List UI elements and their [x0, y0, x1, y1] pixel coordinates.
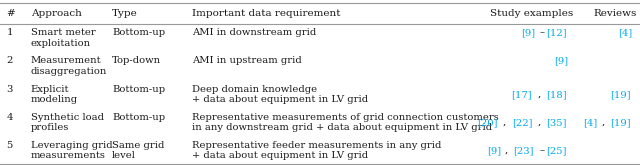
Text: modeling: modeling: [31, 95, 78, 104]
Text: Smart meter: Smart meter: [31, 28, 95, 37]
Text: [4]: [4]: [618, 28, 633, 37]
Text: Important data requirement: Important data requirement: [192, 9, 340, 18]
Text: Representative measurements of grid connection customers: Representative measurements of grid conn…: [192, 113, 499, 122]
Text: ,: ,: [538, 90, 545, 99]
Text: level: level: [112, 151, 136, 160]
Text: #: #: [6, 9, 15, 18]
Text: [22]: [22]: [511, 118, 532, 127]
Text: Same grid: Same grid: [112, 141, 164, 150]
Text: disaggregation: disaggregation: [31, 67, 107, 76]
Text: profiles: profiles: [31, 123, 69, 132]
Text: 1: 1: [6, 28, 13, 37]
Text: ,: ,: [602, 118, 609, 127]
Text: Type: Type: [112, 9, 138, 18]
Text: AMI in upstream grid: AMI in upstream grid: [192, 56, 301, 66]
Text: Reviews: Reviews: [593, 9, 637, 18]
Text: exploitation: exploitation: [31, 39, 91, 48]
Text: [9]: [9]: [522, 28, 536, 37]
Text: Bottom-up: Bottom-up: [112, 84, 165, 94]
Text: Study examples: Study examples: [490, 9, 573, 18]
Text: AMI in downstream grid: AMI in downstream grid: [192, 28, 316, 37]
Text: 2: 2: [6, 56, 13, 66]
Text: ,: ,: [504, 118, 510, 127]
Text: [18]: [18]: [546, 90, 567, 99]
Text: [19]: [19]: [610, 118, 631, 127]
Text: Bottom-up: Bottom-up: [112, 113, 165, 122]
Text: –: –: [540, 146, 545, 155]
Text: Synthetic load: Synthetic load: [31, 113, 104, 122]
Text: [23]: [23]: [513, 146, 534, 155]
Text: Explicit: Explicit: [31, 84, 69, 94]
Text: + data about equipment in LV grid: + data about equipment in LV grid: [192, 95, 368, 104]
Text: [25]: [25]: [547, 146, 567, 155]
Text: Deep domain knowledge: Deep domain knowledge: [192, 84, 317, 94]
Text: Representative feeder measurements in any grid: Representative feeder measurements in an…: [192, 141, 442, 150]
Text: [35]: [35]: [547, 118, 567, 127]
Text: 4: 4: [6, 113, 13, 122]
Text: –: –: [540, 28, 545, 37]
Text: Approach: Approach: [31, 9, 81, 18]
Text: ,: ,: [505, 146, 511, 155]
Text: [19]: [19]: [610, 90, 631, 99]
Text: [4]: [4]: [584, 118, 598, 127]
Text: [17]: [17]: [511, 90, 532, 99]
Text: Leveraging grid: Leveraging grid: [31, 141, 113, 150]
Text: 5: 5: [6, 141, 13, 150]
Text: ,: ,: [538, 118, 545, 127]
Text: [9]: [9]: [555, 56, 569, 66]
Text: Bottom-up: Bottom-up: [112, 28, 165, 37]
Text: + data about equipment in LV grid: + data about equipment in LV grid: [192, 151, 368, 160]
Text: measurements: measurements: [31, 151, 106, 160]
Text: [9]: [9]: [487, 146, 501, 155]
Text: Top-down: Top-down: [112, 56, 161, 66]
Text: [12]: [12]: [546, 28, 567, 37]
Text: 3: 3: [6, 84, 13, 94]
Text: in any downstream grid + data about equipment in LV grid: in any downstream grid + data about equi…: [192, 123, 492, 132]
Text: Measurement: Measurement: [31, 56, 101, 66]
Text: [20]: [20]: [477, 118, 497, 127]
